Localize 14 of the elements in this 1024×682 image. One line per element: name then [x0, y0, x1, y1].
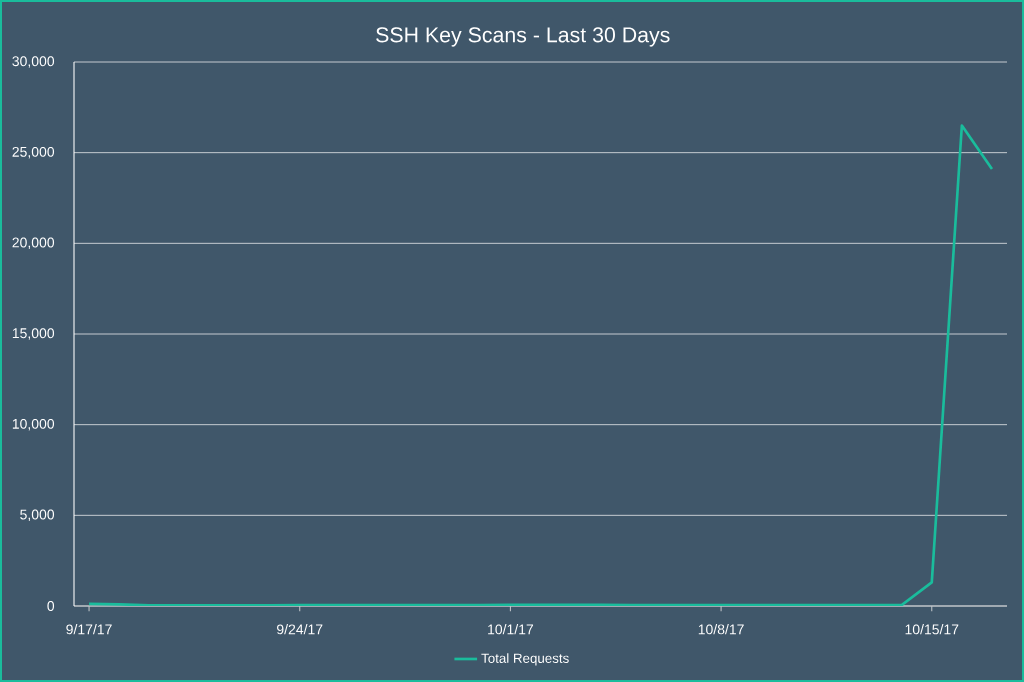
- legend-label: Total Requests: [481, 653, 569, 666]
- x-tick-label: 9/24/17: [277, 624, 323, 635]
- y-tick-label: 5,000: [20, 509, 55, 522]
- y-tick-label: 10,000: [12, 418, 55, 431]
- y-tick-label: 0: [47, 601, 55, 611]
- y-tick-label: 25,000: [12, 146, 55, 159]
- x-tick-label: 10/15/17: [905, 624, 959, 635]
- y-tick-label: 30,000: [12, 56, 55, 68]
- y-tick-label: 15,000: [12, 328, 55, 340]
- x-tick-label: 10/1/17: [488, 624, 534, 635]
- y-tick-label: 20,000: [12, 237, 55, 250]
- x-tick-label: 10/8/17: [698, 624, 744, 635]
- x-tick-label: 9/17/17: [66, 624, 112, 635]
- chart-title: SSH Key Scans - Last 30 Days: [376, 27, 670, 47]
